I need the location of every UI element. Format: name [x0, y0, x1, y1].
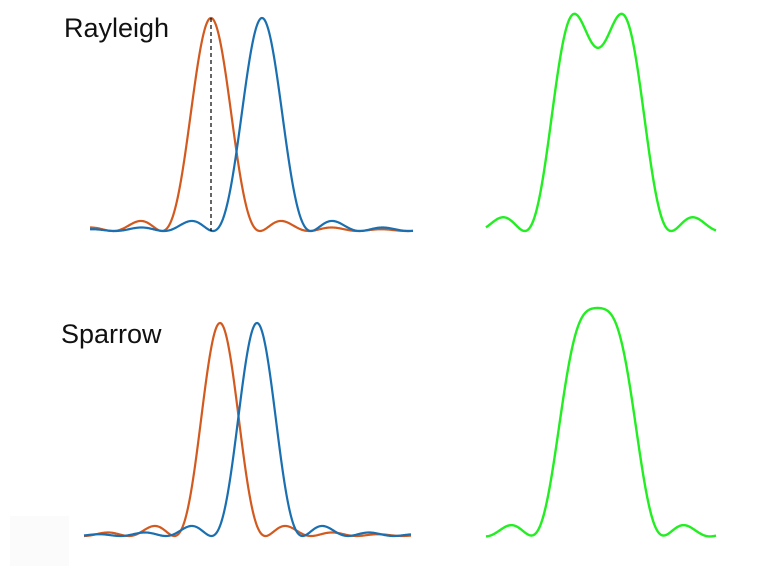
- decorative-box: [10, 516, 69, 566]
- rayleigh-green-sum: [485, 12, 717, 233]
- sparrow-label: Sparrow: [61, 319, 162, 349]
- sparrow-blue-peak: [83, 321, 412, 538]
- rayleigh-individual-peaks: [89, 16, 414, 233]
- sparrow-combined-profile: [485, 306, 717, 538]
- rayleigh-label: Rayleigh: [64, 13, 170, 43]
- rayleigh-combined-profile: [485, 12, 717, 233]
- rayleigh-blue-peak: [89, 16, 414, 233]
- sparrow-individual-peaks: [83, 321, 412, 538]
- sparrow-green-sum: [485, 306, 717, 538]
